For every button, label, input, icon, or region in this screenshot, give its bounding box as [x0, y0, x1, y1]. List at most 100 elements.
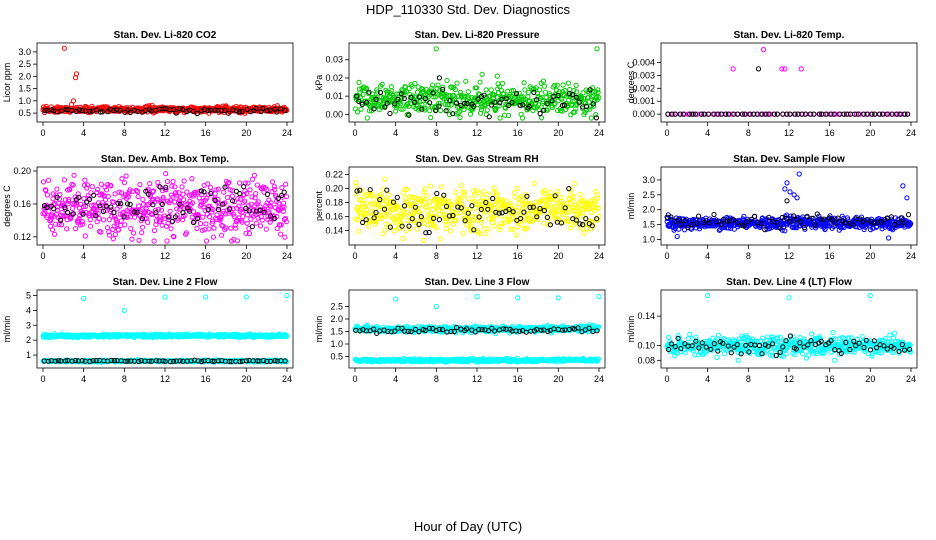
- y-axis-label: percent: [314, 190, 324, 221]
- data-point: [41, 211, 48, 217]
- data-point: [356, 228, 362, 234]
- data-point: [364, 99, 370, 105]
- data-point: [170, 178, 176, 185]
- data-point: [136, 237, 142, 243]
- data-point: [221, 189, 227, 195]
- data-point: [245, 212, 251, 218]
- data-point: [516, 90, 522, 96]
- data-point: [433, 108, 439, 114]
- data-point: [367, 187, 373, 193]
- data-point: [377, 197, 383, 203]
- data-point: [450, 111, 456, 117]
- data-point: [63, 106, 69, 113]
- data-point: [82, 177, 88, 183]
- y-tick-label: 0.002: [632, 83, 655, 93]
- data-point: [861, 111, 867, 117]
- data-point: [64, 226, 70, 232]
- data-point: [139, 224, 146, 230]
- data-point: [231, 213, 237, 220]
- data-point: [807, 111, 813, 117]
- data-point: [403, 202, 409, 208]
- data-point: [143, 188, 149, 194]
- data-point: [575, 203, 581, 209]
- x-tick-label: 4: [81, 128, 86, 138]
- data-point: [205, 107, 211, 114]
- data-point: [97, 203, 103, 209]
- data-point: [230, 211, 236, 217]
- data-point: [590, 101, 596, 107]
- data-point: [123, 173, 129, 179]
- data-point: [76, 194, 82, 200]
- data-point: [419, 106, 425, 112]
- data-point: [541, 107, 547, 113]
- data-point: [554, 87, 560, 93]
- data-point: [66, 196, 72, 203]
- data-point: [884, 111, 890, 117]
- data-point: [453, 217, 459, 223]
- data-point: [87, 108, 93, 114]
- data-point: [417, 209, 423, 215]
- data-point: [549, 98, 555, 104]
- data-point: [125, 194, 131, 200]
- data-point: [386, 192, 392, 198]
- data-point: [471, 103, 477, 109]
- data-point: [84, 185, 90, 191]
- data-point: [108, 183, 114, 189]
- data-point: [525, 225, 531, 231]
- data-point: [886, 111, 892, 117]
- data-point: [171, 106, 177, 113]
- outlier-point: [755, 66, 762, 72]
- x-tick-label: 20: [865, 251, 875, 261]
- data-point: [454, 80, 460, 86]
- data-point: [387, 224, 393, 230]
- data-point: [281, 200, 287, 206]
- x-tick-label: 4: [705, 128, 710, 138]
- data-point: [434, 190, 440, 197]
- data-point: [371, 106, 377, 112]
- data-point: [431, 215, 437, 221]
- data-point: [187, 208, 193, 214]
- data-point: [440, 84, 446, 91]
- data-point: [520, 94, 526, 100]
- y-tick-label: 2.0: [18, 71, 31, 81]
- data-point: [523, 198, 529, 204]
- panel-title: Stan. Dev. Li-820 Pressure: [415, 30, 540, 41]
- data-point: [107, 232, 113, 238]
- data-point: [110, 236, 116, 242]
- data-point: [177, 106, 183, 112]
- data-point: [73, 226, 79, 232]
- data-point: [490, 195, 496, 202]
- data-point: [210, 206, 216, 213]
- x-tick-label: 20: [865, 128, 875, 138]
- data-point: [170, 194, 176, 200]
- data-point: [198, 108, 205, 114]
- data-point: [206, 214, 213, 220]
- data-point: [214, 212, 220, 218]
- data-point: [521, 80, 527, 86]
- x-tick-label: 16: [201, 128, 211, 138]
- data-point: [152, 207, 159, 213]
- data-point: [401, 95, 407, 102]
- data-point: [687, 111, 693, 117]
- data-point: [356, 197, 362, 203]
- data-point: [355, 217, 361, 223]
- x-tick-label: 0: [352, 251, 357, 261]
- data-point: [381, 206, 388, 212]
- panel-title: Stan. Dev. Line 2 Flow: [113, 277, 218, 288]
- x-tick-label: 20: [553, 128, 563, 138]
- y-axis-label: kPa: [314, 75, 324, 91]
- data-point: [394, 194, 400, 200]
- x-tick-label: 16: [513, 251, 523, 261]
- data-point: [140, 201, 147, 207]
- data-point: [722, 111, 729, 117]
- data-point: [42, 108, 48, 114]
- data-point: [464, 101, 470, 107]
- data-point: [40, 179, 47, 185]
- data-point: [817, 111, 823, 117]
- data-point: [207, 184, 214, 190]
- data-point: [373, 96, 379, 103]
- data-point: [427, 108, 433, 114]
- data-point: [155, 206, 162, 212]
- data-point: [353, 191, 360, 197]
